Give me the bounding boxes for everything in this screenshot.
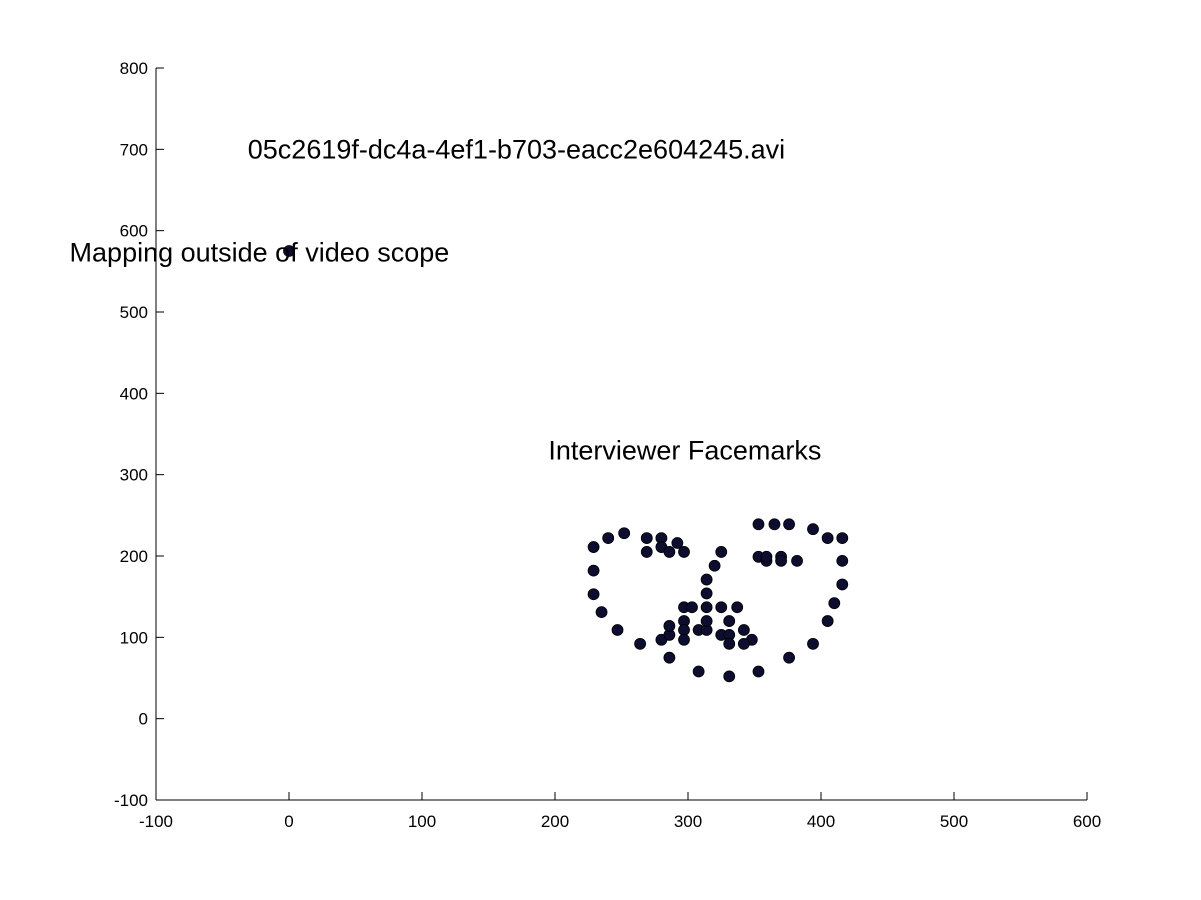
facemark-point [700, 601, 713, 614]
facemark-point [587, 588, 600, 601]
facemark-point [678, 624, 690, 636]
annotation-text: Mapping outside of video scope [70, 238, 450, 268]
facemark-point [836, 554, 849, 567]
facemark-point [737, 624, 750, 636]
x-tick-label: 300 [674, 812, 702, 831]
facemark-point [283, 245, 295, 257]
facemark-point [634, 637, 647, 650]
facemark-points [283, 245, 849, 683]
facemark-point [678, 633, 690, 646]
facemark-point [737, 637, 750, 650]
tick-labels: -100 0 100 200 300 400 500 600 -100 0 100 200 300 400… [114, 59, 1101, 831]
facemark-point [807, 523, 819, 536]
facemark-point [700, 587, 713, 600]
facemark-point [723, 670, 736, 683]
facemark-point [791, 554, 803, 567]
facemark-point [640, 532, 653, 545]
facemark-point [783, 518, 795, 531]
facemark-point [760, 550, 773, 563]
facemark-point [595, 606, 608, 619]
facemark-point [618, 527, 631, 540]
facemark-point [723, 615, 736, 627]
facemark-point [836, 532, 849, 545]
y-tick-label: -100 [114, 791, 148, 810]
facemark-point [663, 546, 676, 558]
facemark-point [768, 518, 781, 531]
facemark-point [731, 601, 744, 614]
facemark-point [752, 665, 765, 678]
y-tick-label: 400 [120, 384, 148, 403]
y-tick-label: 600 [120, 222, 148, 241]
facemark-point [752, 518, 765, 531]
axes [155, 67, 1088, 801]
facemark-point [783, 651, 795, 664]
facemark-point [700, 615, 713, 627]
annotations: 05c2619f-dc4a-4ef1-b703-eacc2e604245.avi… [70, 134, 822, 465]
facemark-point [587, 541, 600, 553]
facemark-point [602, 532, 615, 545]
facemark-point [663, 651, 676, 664]
facemark-point [807, 637, 819, 650]
x-tick-label: 0 [284, 812, 293, 831]
facemark-point [715, 601, 728, 614]
facemark-point [686, 601, 698, 614]
x-tick-label: 600 [1073, 812, 1101, 831]
facemark-point [708, 559, 721, 572]
facemark-point [692, 665, 705, 678]
y-tick-label: 0 [139, 710, 148, 729]
facemark-point [836, 578, 849, 591]
facemark-point [663, 620, 676, 632]
facemark-point [715, 546, 728, 558]
facemark-point [611, 624, 624, 636]
facemark-point [723, 637, 736, 650]
x-tick-label: 500 [940, 812, 968, 831]
x-tick-label: 100 [408, 812, 436, 831]
y-tick-label: 800 [120, 59, 148, 78]
y-tick-label: 500 [120, 303, 148, 322]
facemark-point [587, 564, 600, 577]
facemark-point [775, 554, 787, 567]
x-tick-label: 200 [541, 812, 569, 831]
annotation-text: Interviewer Facemarks [548, 435, 821, 465]
facemark-point [700, 573, 713, 586]
facemark-point [821, 532, 834, 545]
facemark-point [640, 546, 653, 558]
facemark-point [828, 597, 841, 610]
x-tick-label: 400 [807, 812, 835, 831]
x-tick-label: -100 [139, 812, 173, 831]
facemark-point [821, 615, 834, 627]
facemark-point [678, 546, 690, 558]
y-tick-label: 300 [120, 466, 148, 485]
y-tick-label: 700 [120, 140, 148, 159]
facemark-point [671, 537, 684, 549]
annotation-text: 05c2619f-dc4a-4ef1-b703-eacc2e604245.avi [248, 134, 785, 164]
y-tick-label: 100 [120, 628, 148, 647]
y-tick-label: 200 [120, 547, 148, 566]
